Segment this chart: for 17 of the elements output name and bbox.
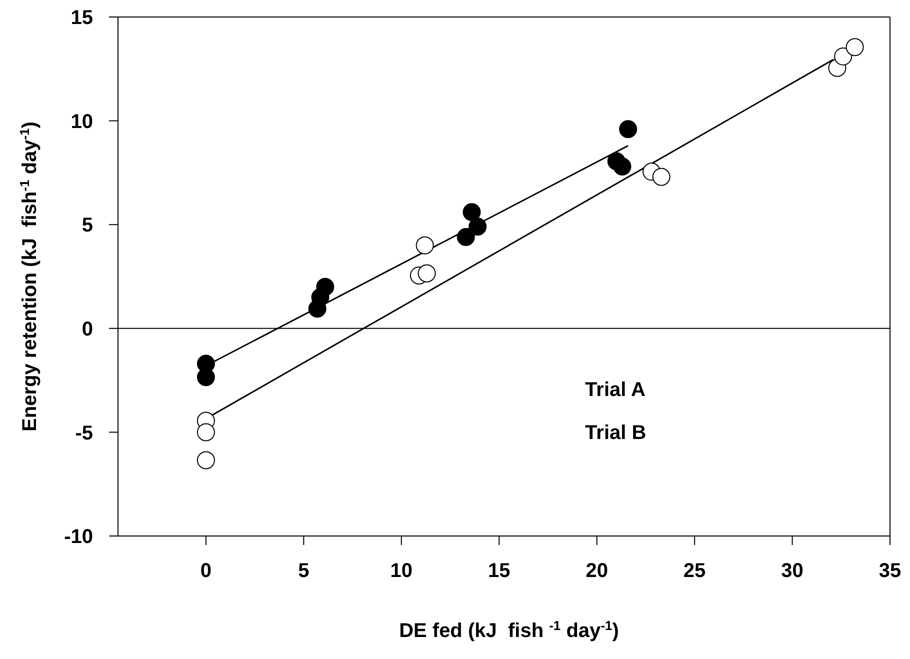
y-tick-label: 0 [82,318,93,340]
y-tick-label: 5 [82,214,93,237]
x-tick-label: 10 [390,560,413,582]
y-tick-label: -5 [75,422,93,444]
annotation: Trial B [585,422,646,444]
x-tick-label: 35 [878,560,902,582]
x-tick-label: 0 [200,560,212,582]
x-tick-label: 25 [683,560,706,582]
x-tick-label: 15 [488,560,510,582]
x-tick-label: 5 [298,560,310,582]
y-tick-label: 10 [70,110,93,133]
x-tick-label: 20 [586,560,608,582]
annotation: Trial A [585,378,646,401]
y-tick-label: 15 [70,7,93,30]
x-tick-label: 30 [781,560,804,582]
y-tick-label: -10 [64,526,93,548]
x-axis-title: DE fed (kJ fish $^{-1}$ day$^{-1}$) [399,618,619,642]
